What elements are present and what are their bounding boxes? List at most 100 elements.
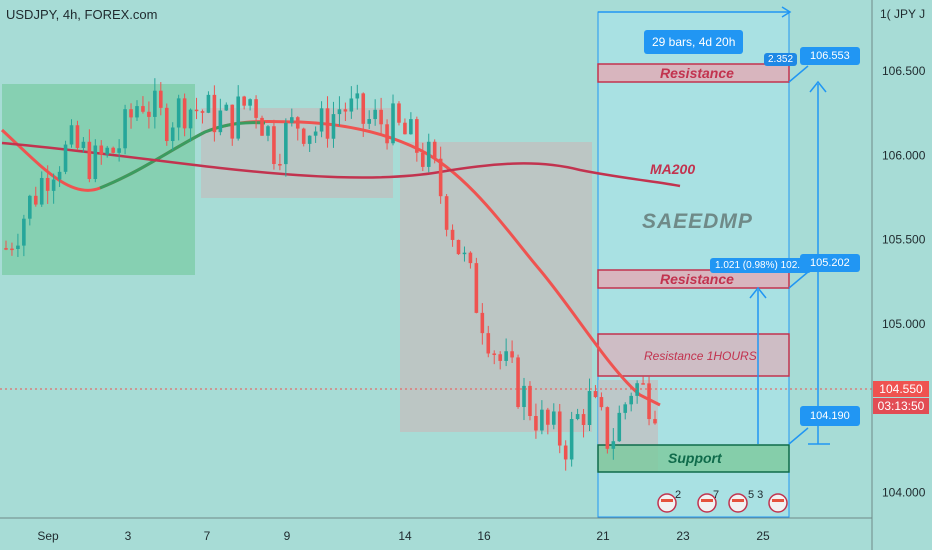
- measure-top-partial: 2.352: [764, 53, 798, 66]
- candle-body: [361, 93, 366, 124]
- support-label: Support: [668, 450, 723, 466]
- candle-body: [474, 263, 479, 313]
- candle-body: [87, 141, 92, 180]
- candle-body: [504, 351, 508, 361]
- time-tick-label: 21: [596, 529, 610, 543]
- us-flag-event-icon[interactable]: [768, 493, 788, 513]
- range-bars-bubble: 29 bars, 4d 20h: [644, 30, 744, 54]
- candle-body: [480, 312, 485, 334]
- price-tick-label: 106.500: [882, 64, 926, 78]
- candle-body: [301, 128, 306, 144]
- candle-body: [45, 177, 50, 191]
- candle-body: [563, 445, 568, 460]
- candle-body: [498, 354, 502, 361]
- candle-body: [617, 412, 622, 442]
- candle-body: [468, 252, 473, 264]
- candle-body: [266, 126, 270, 136]
- candle-body: [248, 99, 252, 106]
- candle-body: [129, 109, 133, 118]
- resistance-1h-box[interactable]: [597, 333, 790, 377]
- candle-body: [200, 111, 205, 113]
- time-tick-label: 3: [125, 529, 132, 543]
- resistance-top-box[interactable]: [597, 63, 790, 83]
- candle-body: [647, 383, 651, 420]
- candle-body: [569, 419, 574, 460]
- candle-body: [635, 383, 639, 396]
- time-tick-label: 14: [398, 529, 412, 543]
- candle-body: [319, 108, 324, 132]
- measure-arrow-large-head: [809, 80, 827, 93]
- candle-body: [4, 248, 8, 250]
- flag-stripe-icon: [661, 499, 673, 502]
- candle-body: [224, 104, 229, 111]
- candle-body: [212, 94, 217, 133]
- candle-body: [159, 90, 163, 108]
- us-flag-event-icon[interactable]: [697, 493, 717, 513]
- price-axis-ticks: 104.000104.500105.000105.500106.000106.5…: [882, 64, 926, 500]
- candle-body: [403, 122, 407, 135]
- last-price-tag: 104.550: [873, 381, 929, 397]
- candle-body: [75, 125, 80, 148]
- candle-body: [450, 229, 455, 240]
- candle-body: [397, 103, 401, 123]
- event-count-label: 5 3: [748, 489, 763, 501]
- candle-body: [546, 409, 550, 425]
- candle-body: [581, 414, 586, 425]
- candle-body: [63, 144, 68, 172]
- countdown-tag: 03:13:50: [873, 398, 929, 414]
- candle-body: [170, 127, 175, 142]
- candle-body: [105, 147, 110, 155]
- watermark: SAEEDMP: [642, 210, 753, 233]
- measure-arrow-small-head: [749, 286, 767, 299]
- us-flag-event-icon[interactable]: [657, 493, 677, 513]
- candle-body: [135, 106, 139, 118]
- candle-body: [385, 124, 389, 144]
- candle-body: [272, 126, 276, 165]
- economic-events-row[interactable]: 2 7 5 3: [657, 489, 788, 513]
- base-104-bubble: 104.190: [800, 406, 860, 426]
- candle-body: [409, 119, 413, 135]
- consolidation-zone-1: [2, 84, 195, 275]
- candle-body: [653, 419, 657, 424]
- resistance-mid-box[interactable]: [597, 269, 790, 289]
- event-count-label: 2: [675, 489, 681, 501]
- candle-body: [194, 109, 199, 112]
- candle-body: [516, 357, 520, 408]
- price-tick-label: 105.500: [882, 233, 926, 247]
- target-106-bubble: 106.553: [800, 47, 860, 65]
- us-flag-event-icon[interactable]: [728, 493, 748, 513]
- candle-body: [117, 148, 121, 153]
- time-tick-label: 23: [676, 529, 690, 543]
- candle-body: [313, 131, 318, 136]
- candle-body: [438, 158, 443, 197]
- candle-body: [599, 397, 604, 408]
- candle-body: [10, 248, 14, 251]
- candle-body: [69, 125, 74, 145]
- candle-body: [242, 96, 246, 106]
- candle-body: [528, 385, 532, 416]
- candle-body: [641, 383, 645, 385]
- candle-body: [176, 98, 181, 128]
- time-tick-label: 25: [756, 529, 770, 543]
- candle-body: [331, 114, 336, 139]
- measure-connector-mid: [788, 271, 809, 289]
- target-105-bubble: 105.202: [800, 254, 860, 272]
- candle-body: [522, 385, 526, 408]
- candle-body: [426, 141, 431, 167]
- candle-body: [593, 391, 598, 398]
- candle-body: [629, 395, 633, 405]
- support-box[interactable]: [597, 444, 790, 473]
- candle-body: [81, 141, 86, 148]
- ma200-label: MA200: [650, 161, 695, 177]
- time-axis-ticks: Sep 3 7 9 14 16 21 23 25: [37, 529, 770, 543]
- candle-body: [16, 245, 20, 250]
- time-tick-label: 7: [204, 529, 211, 543]
- candle-body: [307, 135, 312, 144]
- candle-body: [284, 122, 288, 165]
- candle-body: [33, 195, 38, 205]
- candle-body: [510, 351, 514, 358]
- candle-body: [575, 414, 580, 420]
- price-axis-panel[interactable]: [872, 0, 932, 550]
